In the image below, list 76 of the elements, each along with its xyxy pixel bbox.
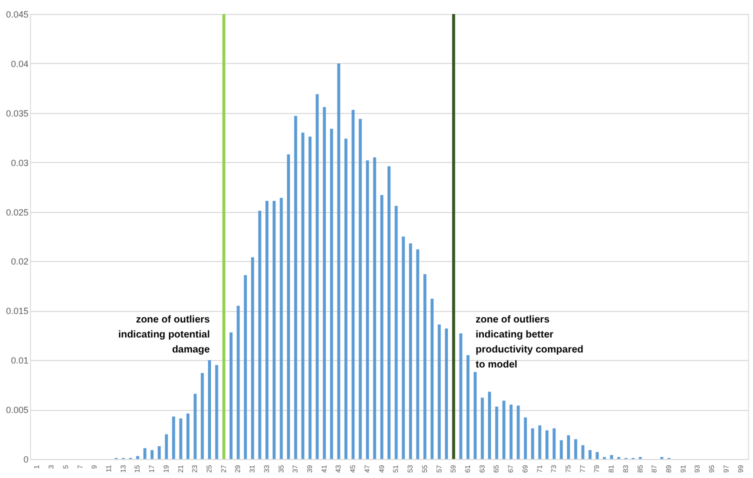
- bar: [560, 440, 563, 459]
- y-tick-label: 0.045: [6, 10, 28, 20]
- bar: [236, 306, 240, 459]
- bar: [366, 160, 369, 459]
- bar: [610, 455, 614, 459]
- bar: [488, 392, 492, 459]
- bar: [552, 428, 556, 459]
- bar: [510, 404, 513, 459]
- y-tick-label: 0.01: [10, 356, 28, 366]
- bar: [208, 360, 211, 459]
- bar: [380, 194, 384, 459]
- bar: [516, 406, 520, 459]
- bar: [373, 157, 376, 459]
- y-tick-label: 0.02: [10, 256, 28, 267]
- bar: [466, 355, 470, 459]
- bar: [409, 243, 412, 459]
- bar: [524, 417, 527, 459]
- bar: [136, 456, 140, 459]
- bar: [286, 154, 290, 459]
- y-tick-label: 0: [23, 454, 28, 464]
- y-tick-label: 0.03: [10, 158, 28, 168]
- bar: [158, 446, 161, 459]
- bar: [388, 166, 390, 459]
- bar: [344, 138, 348, 459]
- bar: [430, 298, 434, 459]
- bar: [294, 116, 298, 459]
- bar: [588, 450, 592, 459]
- bar: [258, 210, 262, 459]
- bar: [574, 439, 578, 459]
- y-tick-label: 0.035: [6, 108, 28, 118]
- bar: [244, 275, 247, 459]
- bar: [143, 448, 146, 459]
- bar: [402, 236, 405, 459]
- bar: [280, 198, 283, 459]
- bar: [502, 400, 506, 459]
- y-tick-label: 0.005: [6, 405, 28, 416]
- bar: [480, 398, 484, 459]
- bar: [416, 249, 420, 459]
- bar: [194, 394, 197, 459]
- ref-line-label: zone of outliers indicating potential damage: [118, 314, 210, 356]
- bar: [265, 200, 268, 459]
- bar: [272, 200, 276, 459]
- bar: [474, 372, 477, 459]
- bar: [358, 118, 362, 459]
- bar: [567, 435, 570, 459]
- bar: [164, 434, 168, 459]
- bar: [596, 452, 599, 459]
- bar: [308, 136, 312, 459]
- bar: [330, 128, 334, 459]
- bar: [186, 414, 190, 459]
- bar: [179, 418, 182, 459]
- bar: [200, 372, 204, 459]
- y-tick-label: 0.04: [10, 58, 28, 69]
- y-tick-label: 0.015: [6, 306, 28, 316]
- bar: [215, 365, 218, 459]
- bar: [444, 328, 448, 459]
- bar: [423, 274, 426, 459]
- bar: [495, 406, 498, 459]
- bar: [459, 333, 462, 459]
- bar: [545, 430, 548, 459]
- bar: [172, 416, 176, 459]
- bar: [230, 332, 233, 459]
- bar: [251, 257, 254, 459]
- ref-line-label: zone of outliers indicating better productivity compared to model: [476, 314, 584, 370]
- bar: [531, 428, 534, 459]
- bar: [150, 450, 154, 459]
- bar: [394, 206, 398, 459]
- bar: [581, 445, 584, 459]
- bar: [337, 63, 340, 459]
- bar: [538, 425, 542, 459]
- bar: [438, 324, 441, 459]
- bar: [301, 132, 304, 459]
- bar: [316, 94, 319, 459]
- bar: [352, 110, 355, 459]
- bar: [322, 106, 326, 459]
- y-tick-label: 0.025: [6, 207, 28, 218]
